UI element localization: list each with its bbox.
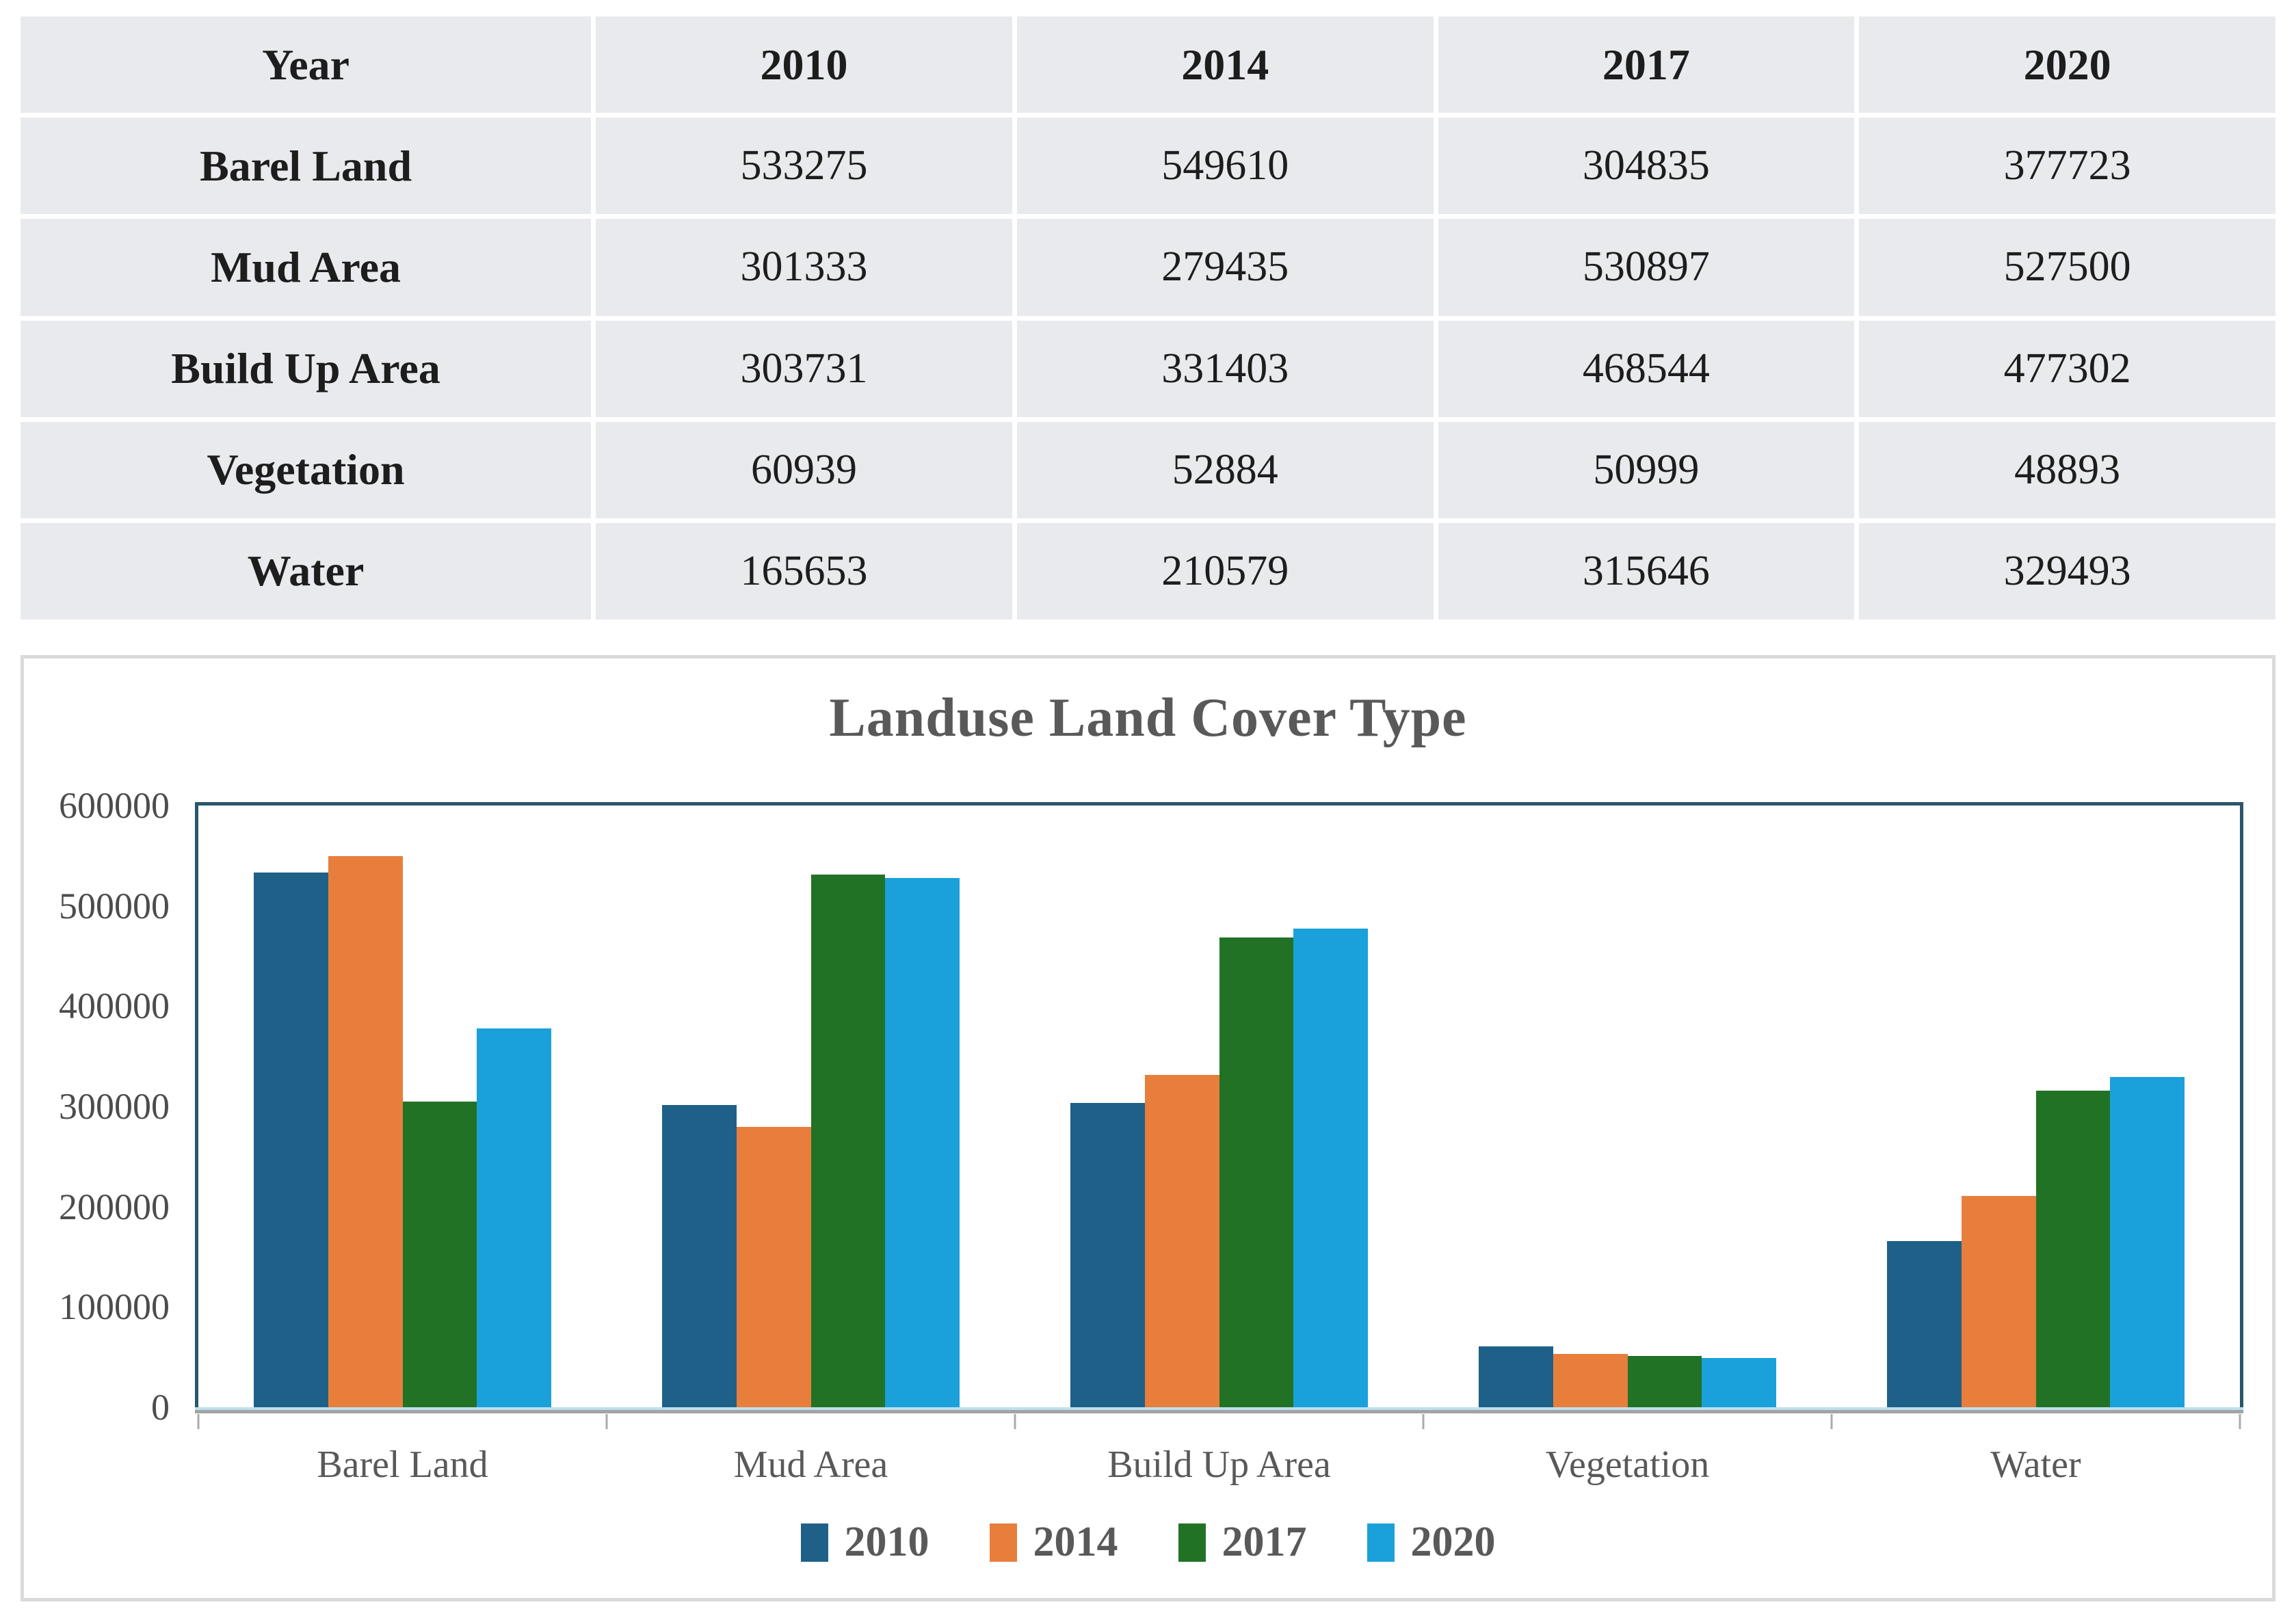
y-axis-tick-label: 200000 xyxy=(59,1186,170,1227)
table-header-2020: 2020 xyxy=(1859,16,2275,114)
legend-swatch-2017 xyxy=(1178,1523,1206,1562)
legend-swatch-2010 xyxy=(800,1523,828,1562)
table-header-2017: 2017 xyxy=(1438,16,1855,114)
table-value-cell: 468544 xyxy=(1438,320,1855,417)
landuse-data-table: Year 2010 2014 2017 2020 Barel Land 533275 5496… xyxy=(21,16,2275,620)
table-header-2014: 2014 xyxy=(1016,16,1434,114)
bar-2014 xyxy=(1144,1074,1219,1407)
y-axis-tick-label: 100000 xyxy=(59,1286,170,1328)
table-value-cell: 549610 xyxy=(1016,118,1434,215)
bar-2010 xyxy=(1478,1346,1553,1407)
legend-swatch-2014 xyxy=(989,1523,1017,1562)
table-value-cell: 533275 xyxy=(596,118,1012,215)
x-axis-tick xyxy=(1830,1414,1833,1429)
table-row-label: Barel Land xyxy=(21,118,592,215)
table-value-cell: 301333 xyxy=(596,219,1012,316)
bar-2017 xyxy=(810,875,886,1407)
table-row-label: Build Up Area xyxy=(21,320,592,417)
bar-2020 xyxy=(885,878,960,1407)
y-axis-tick-label: 400000 xyxy=(59,985,170,1027)
legend-label-2010: 2010 xyxy=(844,1519,929,1565)
bar-2010 xyxy=(253,872,328,1407)
bar-group-mud-area xyxy=(607,806,1015,1407)
bar-2017 xyxy=(402,1101,477,1407)
bar-pack xyxy=(1070,806,1369,1407)
chart-title: Landuse Land Cover Type xyxy=(829,688,1467,748)
y-axis-tick-label: 500000 xyxy=(59,885,170,927)
table-value-cell: 210579 xyxy=(1016,522,1434,620)
bar-pack xyxy=(1886,806,2185,1407)
table-value-cell: 530897 xyxy=(1438,219,1855,316)
table-value-cell: 303731 xyxy=(596,320,1012,417)
bar-2010 xyxy=(1886,1241,1962,1407)
chart-figure: Landuse Land Cover Type 600000 500000 4000… xyxy=(21,655,2275,1601)
table-header-2010: 2010 xyxy=(596,16,1012,114)
bar-group-barel-land xyxy=(198,806,607,1407)
table-value-cell: 377723 xyxy=(1859,118,2275,215)
bars-container xyxy=(198,806,2240,1407)
table-value-cell: 279435 xyxy=(1016,219,1434,316)
legend-item-2010: 2010 xyxy=(800,1518,929,1567)
bar-pack xyxy=(253,806,552,1407)
bar-2020 xyxy=(477,1028,552,1407)
bar-2010 xyxy=(661,1105,737,1407)
bar-2020 xyxy=(1293,928,1369,1407)
x-axis-line xyxy=(195,1410,2243,1413)
table-row-label: Water xyxy=(21,522,592,620)
legend-item-2014: 2014 xyxy=(989,1518,1118,1567)
table-value-cell: 315646 xyxy=(1438,522,1855,620)
y-axis-tick-label: 600000 xyxy=(59,785,170,826)
bar-pack xyxy=(1478,806,1777,1407)
bar-2010 xyxy=(1070,1102,1145,1407)
legend-item-2020: 2020 xyxy=(1367,1518,1496,1567)
x-axis-tick xyxy=(2239,1414,2241,1429)
table-value-cell: 527500 xyxy=(1859,219,2275,316)
legend-label-2014: 2014 xyxy=(1033,1519,1118,1565)
table-value-cell: 48893 xyxy=(1859,421,2275,518)
x-axis-tick xyxy=(605,1414,608,1429)
bar-2017 xyxy=(2035,1091,2111,1407)
plot-area: 600000 500000 400000 300000 200000 100000 0 Bar… xyxy=(59,785,2243,1486)
bar-group-water xyxy=(1832,806,2240,1407)
bar-2017 xyxy=(1219,937,1294,1407)
x-axis-tick xyxy=(1014,1414,1016,1429)
table-value-cell: 60939 xyxy=(596,421,1012,518)
table-value-cell: 52884 xyxy=(1016,421,1434,518)
table-header-year: Year xyxy=(21,16,592,114)
x-axis-tick xyxy=(1422,1414,1425,1429)
legend-label-2017: 2017 xyxy=(1222,1519,1307,1565)
table-row-label: Mud Area xyxy=(21,219,592,316)
x-axis-category-label: Vegetation xyxy=(1545,1443,1710,1486)
table-row-label: Vegetation xyxy=(21,421,592,518)
bar-2020 xyxy=(1702,1358,1777,1407)
bar-2014 xyxy=(328,855,403,1407)
x-axis-line-highlight xyxy=(195,1407,2243,1410)
legend-item-2017: 2017 xyxy=(1178,1518,1307,1567)
x-axis-tick xyxy=(197,1414,200,1429)
legend-label-2020: 2020 xyxy=(1410,1519,1496,1565)
x-axis-category-label: Mud Area xyxy=(733,1443,888,1486)
table-value-cell: 304835 xyxy=(1438,118,1855,215)
y-axis-tick-label: 300000 xyxy=(59,1086,170,1127)
bar-2017 xyxy=(1627,1356,1702,1407)
table-value-cell: 165653 xyxy=(596,522,1012,620)
x-axis-category-label: Barel Land xyxy=(317,1443,488,1486)
bar-group-vegetation xyxy=(1423,806,1832,1407)
bar-pack xyxy=(661,806,960,1407)
x-axis-category-label: Water xyxy=(1990,1443,2081,1486)
table-value-cell: 329493 xyxy=(1859,522,2275,620)
y-axis-tick-label: 0 xyxy=(151,1387,170,1428)
bar-group-build-up-area xyxy=(1015,806,1423,1407)
legend-swatch-2020 xyxy=(1367,1523,1395,1562)
x-axis-category-label: Build Up Area xyxy=(1107,1443,1331,1486)
table-value-cell: 477302 xyxy=(1859,320,2275,417)
bar-2014 xyxy=(1961,1196,2036,1407)
table-value-cell: 331403 xyxy=(1016,320,1434,417)
chart-legend: 2010 2014 2017 2020 xyxy=(24,1518,2272,1567)
bar-2014 xyxy=(736,1127,811,1407)
table-value-cell: 50999 xyxy=(1438,421,1855,518)
bar-2014 xyxy=(1553,1354,1628,1407)
bar-2020 xyxy=(2110,1076,2185,1407)
